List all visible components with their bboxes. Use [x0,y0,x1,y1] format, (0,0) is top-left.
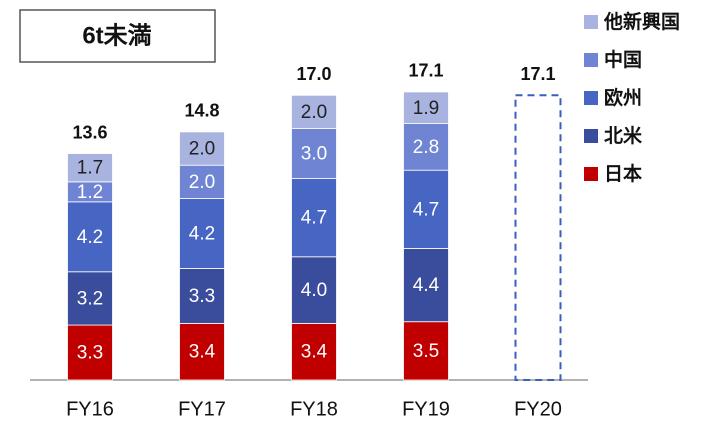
legend-swatch [584,53,598,67]
data-label: 3.0 [301,144,327,165]
data-label: 4.2 [189,223,215,244]
total-label: 13.6 [72,122,107,142]
legend-label: 他新興国 [603,10,680,33]
forecast-box [514,94,562,381]
bar-segment [291,256,337,324]
data-label: 2.8 [413,137,439,158]
bar-segment [179,164,225,199]
data-label: 2.0 [189,139,215,160]
data-label: 3.3 [189,286,215,307]
bar-segment [403,91,449,124]
bar-segment [67,324,113,381]
x-tick-label: FY16 [66,398,114,420]
data-label: 3.4 [301,342,328,363]
legend-swatch [584,129,598,143]
x-tick-label: FY20 [514,398,562,420]
bar-segment [179,198,225,269]
legend-label: 北米 [604,124,643,147]
data-label: 4.4 [413,275,440,296]
data-label: 4.0 [301,280,327,301]
total-label: 14.8 [184,101,219,121]
data-label: 2.0 [189,172,215,193]
chart-title: 6t未満 [82,22,151,49]
bar-segment [67,201,113,273]
total-label: 17.1 [520,64,555,84]
legend-label: 日本 [604,162,642,185]
data-label: 3.4 [189,342,216,363]
legend-swatch [584,91,598,105]
data-label: 1.7 [77,158,103,179]
data-label: 1.9 [413,98,439,119]
bar-segment [403,169,449,249]
bar-segment [179,131,225,166]
bar-segment [291,178,337,258]
legend-swatch [584,15,598,29]
bar-segment [403,123,449,171]
data-label: 3.5 [413,341,439,362]
x-tick-label: FY17 [178,398,226,420]
bar-segment [403,248,449,323]
data-label: 4.7 [301,208,327,229]
data-label: 1.2 [77,182,103,203]
bar-segment [67,153,113,183]
bar-segment [291,322,337,381]
title-box [19,9,216,63]
bar-segment [403,321,449,381]
x-tick-label: FY19 [402,398,450,420]
legend-swatch [584,167,598,181]
bar-segment [179,322,225,381]
legend-label: 中国 [604,48,642,71]
data-label: 4.2 [77,227,103,248]
bar-segment [179,268,225,324]
legend-label: 欧州 [604,86,642,109]
total-label: 17.1 [408,61,443,81]
total-label: 17.0 [296,64,331,84]
data-label: 3.3 [77,343,103,364]
x-tick-label: FY18 [290,398,338,420]
data-label: 3.2 [77,288,103,309]
bar-segment [291,94,337,129]
data-label: 2.0 [301,102,327,123]
data-label: 4.7 [413,199,439,220]
